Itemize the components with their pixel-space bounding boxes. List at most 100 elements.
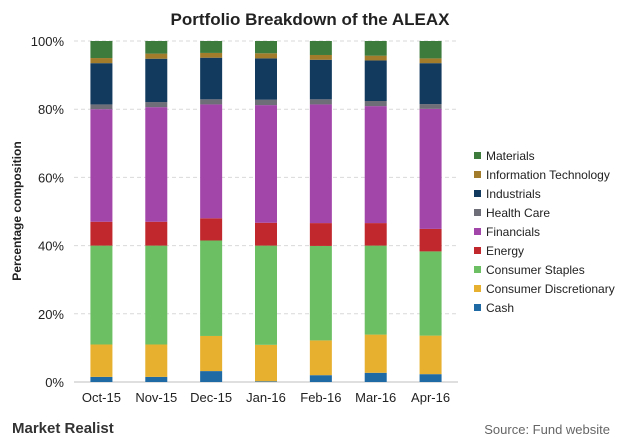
bar-segment [200, 57, 223, 100]
bar-segment [364, 334, 387, 373]
y-tick-label: 0% [45, 375, 64, 390]
bar-segment [419, 228, 442, 252]
legend-label: Information Technology [486, 168, 610, 182]
bar-segment [90, 58, 113, 64]
bar-segment [200, 240, 223, 336]
legend-label: Consumer Discretionary [486, 282, 615, 296]
bar-segment [255, 344, 277, 382]
bar-segment [145, 41, 168, 54]
bar-segment [255, 105, 277, 223]
y-tick-label: 60% [38, 170, 64, 185]
x-tick-label: Oct-15 [82, 390, 121, 405]
bar-segment [309, 59, 332, 100]
legend-swatch [474, 152, 481, 159]
bar-segment [364, 245, 387, 335]
bar-segment [145, 376, 168, 382]
bar-segment [364, 60, 387, 102]
legend-label: Health Care [486, 206, 550, 220]
bar-segment [90, 221, 113, 246]
legend-swatch [474, 190, 481, 197]
bar-segment [419, 58, 442, 64]
bar-segment [309, 340, 332, 376]
bar-segment [364, 106, 387, 224]
bar-segment [309, 104, 332, 224]
bar-segment [364, 41, 387, 56]
bar-segment [145, 344, 168, 377]
chart-title: Portfolio Breakdown of the ALEAX [171, 10, 451, 29]
bar-segment [419, 251, 442, 336]
bar-segment [309, 99, 332, 105]
bar-segment [145, 221, 168, 246]
bar-segment [309, 245, 332, 341]
x-tick-label: Feb-16 [300, 390, 341, 405]
bar-segment [200, 218, 223, 241]
bar-segment [145, 58, 168, 103]
y-axis-label: Percentage composition [10, 141, 24, 280]
bar-segment [364, 101, 387, 107]
legend-label: Materials [486, 149, 535, 163]
y-tick-label: 20% [38, 307, 64, 322]
legend-label: Financials [486, 225, 540, 239]
bar-segment [364, 55, 387, 61]
legend-label: Energy [486, 244, 524, 258]
legend-swatch [474, 247, 481, 254]
y-tick-label: 100% [31, 34, 65, 49]
bar-segment [145, 245, 168, 345]
bar-segment [145, 53, 168, 59]
bars [90, 41, 442, 382]
bar-segment [419, 108, 442, 229]
legend-swatch [474, 304, 481, 311]
bar-segment [364, 372, 387, 382]
bar-segment [255, 222, 277, 246]
bar-segment [419, 374, 442, 382]
source-note: Source: Fund website [484, 422, 610, 437]
bar-segment [419, 41, 442, 59]
bar-segment [255, 58, 277, 100]
bar-segment [90, 344, 113, 377]
bar-segment [255, 381, 277, 382]
bar-segment [309, 41, 332, 55]
bar-segment [145, 102, 168, 108]
brand-logo-text: Market Realist [12, 420, 114, 437]
bar-segment [255, 41, 277, 54]
bar-segment [145, 107, 168, 222]
bar-segment [90, 104, 113, 110]
x-tick-label: Mar-16 [355, 390, 396, 405]
bar-segment [200, 104, 223, 219]
legend-label: Consumer Staples [486, 263, 585, 277]
bar-segment [90, 63, 113, 105]
x-tick-label: Nov-15 [135, 390, 177, 405]
bar-segment [90, 41, 113, 59]
bar-segment [309, 375, 332, 382]
bar-segment [419, 335, 442, 375]
bar-segment [364, 223, 387, 246]
legend-label: Industrials [486, 187, 541, 201]
legend-swatch [474, 266, 481, 273]
bar-segment [90, 376, 113, 382]
bar-segment [200, 52, 223, 58]
bar-segment [200, 335, 223, 372]
bar-segment [90, 109, 113, 222]
bar-segment [419, 104, 442, 109]
y-axis-ticks: 0% 20% 40% 60% 80% 100% [31, 34, 65, 390]
legend-swatch [474, 209, 481, 216]
bar-segment [255, 245, 277, 345]
x-tick-label: Apr-16 [411, 390, 450, 405]
bar-segment [200, 371, 223, 382]
legend-label: Cash [486, 301, 514, 315]
bar-segment [255, 53, 277, 59]
bar-segment [200, 41, 223, 53]
bar-segment [90, 245, 113, 345]
legend-swatch [474, 285, 481, 292]
bar-segment [419, 63, 442, 105]
x-tick-label: Jan-16 [246, 390, 286, 405]
bar-segment [309, 54, 332, 60]
bar-segment [309, 223, 332, 246]
bar-segment [255, 99, 277, 106]
y-tick-label: 40% [38, 239, 64, 254]
y-tick-label: 80% [38, 102, 64, 117]
legend-swatch [474, 228, 481, 235]
x-tick-label: Dec-15 [190, 390, 232, 405]
bar-segment [200, 99, 223, 105]
